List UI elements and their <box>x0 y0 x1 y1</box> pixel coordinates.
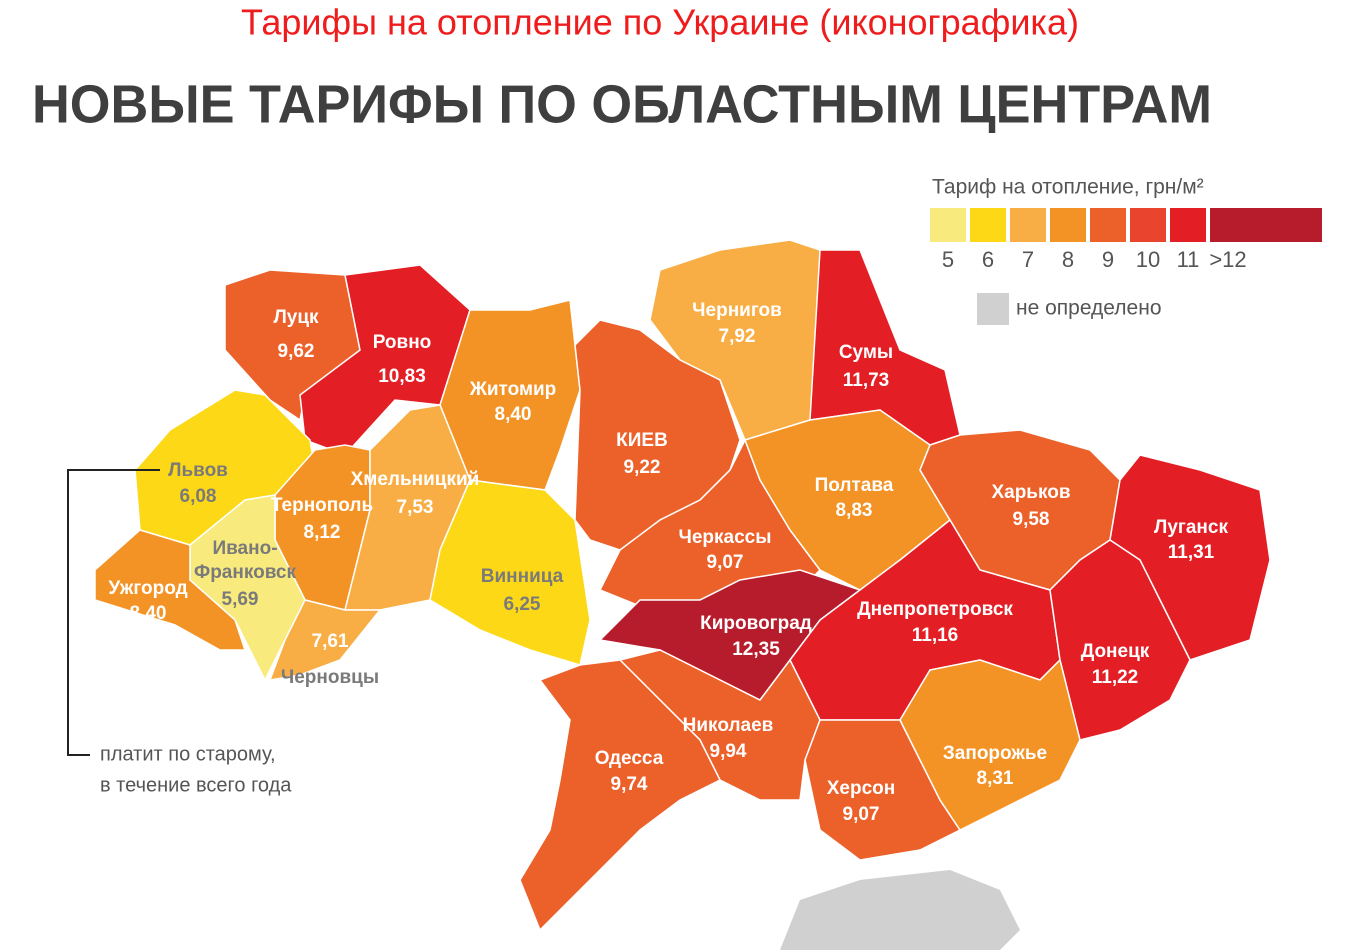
region-name: Днепропетровск <box>857 599 1013 620</box>
region <box>899 658 1081 831</box>
region-value: 8,40 <box>130 603 167 624</box>
region-value: 8,83 <box>836 500 873 521</box>
region-name: Николаев <box>683 715 774 736</box>
heading: НОВЫЕ ТАРИФЫ ПО ОБЛАСТНЫМ ЦЕНТРАМ <box>32 74 1212 134</box>
legend-swatch <box>970 208 1006 242</box>
region-name: Ровно <box>373 332 432 353</box>
region-name: Франковск <box>194 562 297 583</box>
region-name: Львов <box>168 460 228 481</box>
region-value: 8,40 <box>495 404 532 425</box>
legend-label: 6 <box>982 247 994 272</box>
region-name: Житомир <box>469 379 557 400</box>
region-name: КИЕВ <box>616 430 668 451</box>
region <box>94 529 247 651</box>
legend-label: 5 <box>942 247 954 272</box>
region-value: 7,53 <box>397 497 434 518</box>
region <box>519 659 722 932</box>
region-value: 9,74 <box>611 774 648 795</box>
region <box>299 264 471 456</box>
region-name: Одесса <box>595 748 664 769</box>
legend-swatch <box>977 293 1009 325</box>
region-name: Хмельницкий <box>351 469 480 490</box>
region-value: 8,31 <box>977 768 1014 789</box>
legend-label: >12 <box>1209 247 1246 272</box>
legend-swatch <box>1130 208 1166 242</box>
legend: Тариф на отопление, грн/м² 5 6 7 8 9 10 11 >12 н… <box>930 176 1322 325</box>
region-value: 9,07 <box>843 804 880 825</box>
region-name: Харьков <box>991 482 1070 503</box>
region <box>268 599 382 681</box>
region-value: 11,16 <box>912 625 959 646</box>
page-title: Тарифы на отопление по Украине (иконогра… <box>241 2 1079 43</box>
legend-title: Тариф на отопление, грн/м² <box>932 176 1204 199</box>
legend-label: 7 <box>1022 247 1034 272</box>
legend-swatch <box>1090 208 1126 242</box>
annotation: в течение всего года <box>100 774 292 796</box>
region-name: Кировоград <box>700 613 812 634</box>
annotation-line <box>67 469 160 756</box>
region-name: Сумы <box>839 342 893 363</box>
legend-label: не определено <box>1016 297 1162 320</box>
region-name: Черкассы <box>679 527 772 548</box>
legend-label: 9 <box>1102 247 1114 272</box>
legend-swatch <box>1170 208 1206 242</box>
map: Луцк 9,62 Ровно 10,83 Житомир 8,40 Чернигов 7,9… <box>94 239 1271 950</box>
region-name: Луцк <box>273 307 319 328</box>
legend-swatch <box>1050 208 1086 242</box>
region-name: Запорожье <box>943 743 1047 764</box>
region-name: Луганск <box>1154 517 1228 538</box>
region-value: 12,35 <box>732 639 780 660</box>
legend-swatch <box>1010 208 1046 242</box>
region-value: 9,22 <box>624 457 661 478</box>
legend-swatch <box>1210 208 1322 242</box>
region-value: 6,08 <box>180 486 217 507</box>
annotation: платит по старому, <box>100 743 276 765</box>
region-name: Тернополь <box>271 495 373 516</box>
region-value: 9,07 <box>707 552 744 573</box>
region-value: 9,58 <box>1013 509 1050 530</box>
region-value: 11,22 <box>1092 667 1139 688</box>
legend-label: 8 <box>1062 247 1074 272</box>
region-name: Херсон <box>827 778 896 799</box>
region-name: Винница <box>481 566 564 587</box>
region-name: Полтава <box>815 475 894 496</box>
region-value: 7,92 <box>719 326 756 347</box>
region-value: 9,62 <box>278 341 315 362</box>
region-name: Чернигов <box>692 300 782 321</box>
region-value: 8,12 <box>304 522 341 543</box>
region-value: 10,83 <box>378 366 426 387</box>
region <box>429 479 591 666</box>
region-value: 7,61 <box>312 631 349 652</box>
region-name: Ужгород <box>108 578 187 599</box>
region-value: 11,73 <box>843 370 890 391</box>
region-value: 5,69 <box>222 589 259 610</box>
legend-label: 11 <box>1177 247 1200 272</box>
region-value: 11,31 <box>1168 542 1215 563</box>
region-name: Черновцы <box>281 667 379 688</box>
region-name: Ивано- <box>212 538 277 559</box>
crimea <box>780 870 1020 950</box>
region-value: 6,25 <box>504 594 541 615</box>
legend-swatch <box>930 208 966 242</box>
region-value: 9,94 <box>710 741 747 762</box>
region-name: Донецк <box>1081 641 1150 662</box>
legend-label: 10 <box>1136 247 1160 272</box>
